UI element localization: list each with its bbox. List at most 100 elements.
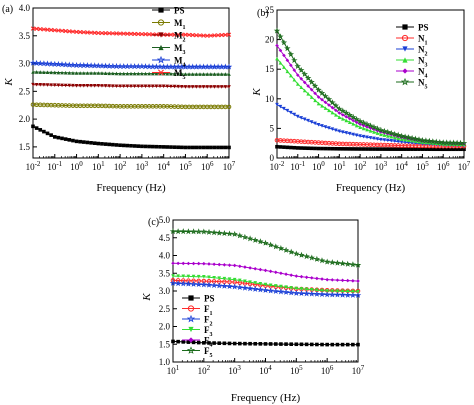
panel-b-point-n3	[309, 95, 314, 99]
panel-a-x-tick-label: 101	[92, 160, 105, 172]
panel-b-point-n3	[330, 110, 335, 115]
panel-a-point-ps	[125, 143, 130, 148]
panel-b-point-n5	[374, 125, 381, 132]
panel-b-point-n5	[415, 136, 423, 143]
panel-a-point-m3	[103, 71, 108, 75]
panel-a-point-ps	[132, 144, 137, 148]
panel-c-point-f5	[267, 241, 274, 248]
panel-a-point-ps	[198, 145, 202, 150]
panel-b-y-tick-label: 5	[270, 123, 275, 133]
panel-a-point-m2	[212, 85, 217, 89]
panel-c-point-f2	[190, 280, 197, 287]
panel-b-legend-marker	[402, 46, 408, 52]
panel-a-point-m5	[45, 27, 50, 32]
panel-a-point-m5	[121, 31, 126, 36]
panel-b-point-n2	[330, 127, 335, 131]
panel-c-y-tick-label: 1.0	[159, 357, 171, 367]
panel-b-point-n5	[360, 119, 367, 126]
panel-b-legend-entry-n1: N1	[418, 34, 428, 47]
panel-b-point-n5	[384, 128, 392, 135]
panel-c-point-f2	[210, 282, 218, 289]
panel-b-point-n5	[277, 33, 284, 40]
panel-a-point-m2	[161, 84, 166, 89]
panel-b-point-n2	[358, 134, 362, 138]
panel-a-x-tick-label: 103	[136, 160, 149, 172]
panel-b-point-n2	[375, 137, 380, 141]
panel-c-point-f4	[217, 262, 222, 267]
panel-c-point-f4	[279, 271, 283, 276]
panel-c-x-axis-title: Frequency (Hz)	[231, 392, 301, 404]
panel-c-point-ps	[232, 341, 237, 346]
panel-b-point-ps	[379, 147, 383, 151]
panel-c-point-f4	[289, 273, 293, 277]
panel-c-point-f2	[349, 291, 357, 298]
panel-b-point-n4	[299, 76, 304, 81]
panel-c-point-f3	[289, 286, 293, 290]
panel-b-point-n2	[361, 134, 366, 139]
panel-a-point-m2	[147, 84, 151, 89]
panel-a-point-m2	[67, 83, 72, 88]
panel-b-point-n5	[336, 105, 343, 112]
panel-b-point-n3	[347, 120, 352, 124]
panel-b-point-ps	[278, 145, 283, 149]
panel-c-point-f3	[196, 274, 201, 279]
panel-c-y-tick-label: 2.5	[159, 304, 171, 314]
panel-c-point-f5	[318, 257, 326, 264]
panel-a-point-m2	[100, 84, 104, 88]
panel-c-point-f5	[200, 228, 208, 235]
panel-b-point-n5	[367, 122, 374, 129]
panel-c-point-f2	[293, 289, 300, 296]
panel-a-point-m2	[150, 84, 155, 89]
panel-a-point-m3	[154, 71, 159, 76]
panel-b-point-n3	[292, 77, 297, 82]
panel-b-point-ps	[389, 147, 394, 151]
panel-b-point-n5	[398, 132, 405, 139]
panel-a-legend-marker	[158, 7, 164, 13]
panel-b-point-n3	[365, 127, 369, 132]
panel-c-point-f3	[207, 275, 211, 280]
panel-b-point-n2	[327, 126, 331, 130]
panel-b-point-n4	[292, 68, 297, 72]
panel-c-y-axis-title: K	[141, 293, 153, 302]
panel-c-point-f4	[330, 278, 335, 282]
panel-c-point-ps	[258, 342, 263, 346]
panel-b-point-n4	[309, 87, 314, 92]
panel-a-point-ps	[52, 135, 57, 139]
panel-a-point-m2	[111, 84, 115, 88]
panel-b-point-ps	[399, 147, 404, 151]
panel-c-point-ps	[196, 340, 201, 345]
panel-a-y-tick-label: 2.5	[19, 86, 31, 96]
panel-c-point-f2	[287, 289, 295, 296]
panel-b-legend-entry-ps: PS	[418, 23, 429, 33]
panel-b-point-n2	[337, 129, 342, 134]
panel-b-x-tick-label: 105	[416, 160, 429, 172]
panel-c-point-f3	[309, 287, 314, 292]
panel-a-point-m2	[169, 84, 173, 89]
panel-a-point-m2	[201, 85, 206, 89]
panel-c-point-f2	[231, 283, 238, 290]
panel-a-point-m5	[74, 29, 79, 35]
panel-c-point-f3	[191, 274, 196, 279]
panel-a-point-ps	[42, 129, 46, 134]
panel-c-point-ps	[356, 342, 360, 347]
panel-c-point-f2	[282, 288, 290, 295]
panel-b-point-n3	[382, 133, 387, 137]
panel-a-point-m5	[85, 30, 90, 35]
panel-b-point-n2	[292, 112, 297, 117]
panel-b-point-n5	[426, 137, 433, 144]
panel-a-point-m5	[81, 30, 86, 35]
panel-b-point-ps	[340, 147, 345, 151]
panel-c-point-f4	[284, 272, 288, 276]
panel-c: 101 102 103 104 105 106 107 1.0 1.5 2.0 2.5 3.0 3.5 4…	[141, 215, 365, 404]
panel-c-point-f4	[335, 278, 340, 282]
panel-a-point-ps	[89, 141, 93, 145]
panel-b-point-n4	[327, 103, 331, 107]
panel-b-point-ps	[392, 147, 397, 151]
panel-b-point-ps	[309, 146, 314, 151]
panel-c-point-ps	[243, 341, 247, 346]
panel-c-legend-entry-f1: F1	[204, 304, 213, 317]
panel-a-point-ps	[96, 141, 101, 146]
panel-c-legend-entry-ps: PS	[204, 294, 215, 304]
panel-c-point-f4	[191, 261, 196, 266]
panel-c-point-f3	[243, 279, 247, 284]
